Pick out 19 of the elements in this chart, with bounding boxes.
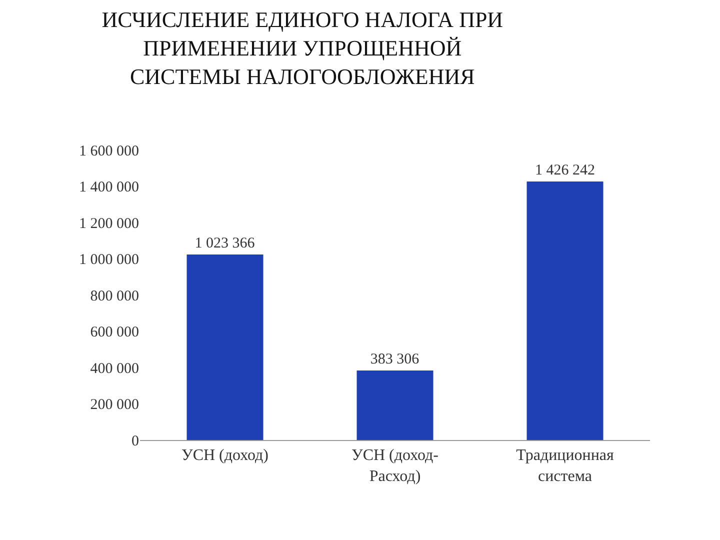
y-tick-label: 1 200 000 <box>79 216 139 232</box>
x-tick-label: Традиционная система <box>516 447 614 485</box>
y-tick-label: 200 000 <box>90 397 139 413</box>
data-label: 383 306 <box>370 352 420 368</box>
y-tick-label: 400 000 <box>90 360 139 377</box>
x-tick-label: УСН (доход) <box>181 447 269 464</box>
bar <box>186 254 264 440</box>
y-tick-label: 600 000 <box>90 324 139 340</box>
y-tick-label: 800 000 <box>90 288 139 304</box>
y-tick-label: 1 600 000 <box>79 143 139 160</box>
data-label: 1 426 242 <box>535 162 595 178</box>
data-label: 1 023 366 <box>194 236 256 252</box>
bar <box>356 370 434 440</box>
x-tick-label: УСН (доход- Расход) <box>351 447 439 485</box>
chart-title: ИСЧИСЛЕНИЕ ЕДИНОГО НАЛОГА ПРИ ПРИМЕНЕНИИ УПРОЩЕННОЙ СИСТЕМЫ НАЛОГООБЛОЖЕНИЯ <box>102 7 504 90</box>
y-tick-label: 0 <box>132 433 139 450</box>
bar <box>526 181 604 440</box>
y-tick-label: 1 000 000 <box>79 252 139 268</box>
y-tick-label: 1 400 000 <box>79 180 139 196</box>
